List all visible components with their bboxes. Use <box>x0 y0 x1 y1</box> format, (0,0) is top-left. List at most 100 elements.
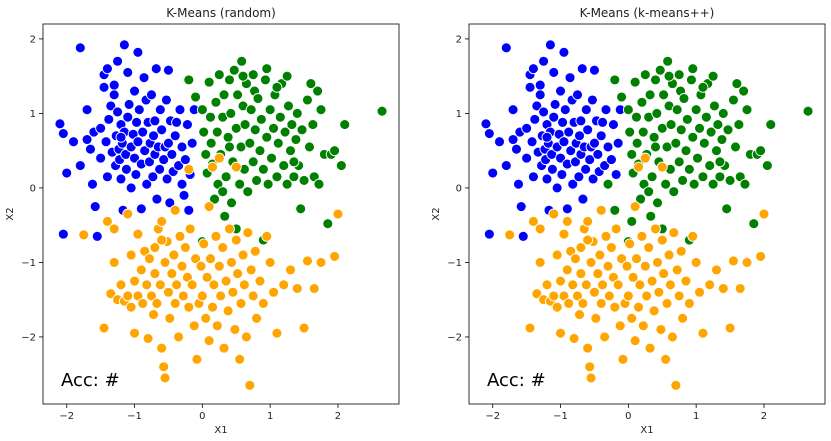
data-point <box>494 136 505 148</box>
x-tick-label: 2 <box>335 411 341 422</box>
data-point <box>205 111 216 123</box>
data-point <box>529 113 541 125</box>
data-point <box>224 74 235 86</box>
chart-title: K-Means (k-means++) <box>580 6 715 20</box>
chart-title: K-Means (random) <box>166 6 276 20</box>
data-point <box>190 91 202 103</box>
data-point <box>181 119 193 131</box>
data-point <box>227 286 239 298</box>
data-point <box>376 105 388 117</box>
data-point <box>122 66 134 78</box>
data-point <box>135 203 147 215</box>
data-point <box>631 253 642 265</box>
data-point <box>57 228 69 240</box>
data-point <box>57 128 69 139</box>
data-point <box>585 256 597 268</box>
data-point <box>758 208 770 220</box>
data-point <box>548 208 560 220</box>
series-1 <box>480 39 626 242</box>
data-point <box>164 312 176 324</box>
data-point <box>671 104 683 116</box>
data-point <box>650 74 661 86</box>
data-point <box>575 115 587 127</box>
data-point <box>164 197 176 209</box>
data-point <box>95 152 107 164</box>
data-point <box>595 297 607 309</box>
data-point <box>575 268 587 280</box>
data-point <box>291 107 303 119</box>
data-point <box>147 171 159 183</box>
data-point <box>722 124 734 136</box>
y-tick-label: 2 <box>30 34 36 45</box>
data-point <box>602 260 614 272</box>
data-point <box>670 137 682 149</box>
data-point <box>154 104 166 116</box>
data-point <box>156 342 168 354</box>
data-point <box>739 178 751 190</box>
plot-frame <box>42 23 400 405</box>
data-point <box>639 152 651 164</box>
data-point <box>755 251 767 262</box>
data-point <box>139 145 151 157</box>
data-point <box>609 74 621 86</box>
data-point <box>247 69 259 81</box>
data-point <box>315 104 327 116</box>
data-point <box>524 322 536 334</box>
data-point <box>200 148 212 160</box>
data-point <box>236 55 248 67</box>
accuracy-annotation: Acc: # <box>61 370 120 391</box>
data-point <box>183 204 195 216</box>
x-tick-label: −1 <box>553 411 568 422</box>
data-point <box>220 275 232 287</box>
data-point <box>555 275 566 287</box>
data-point <box>673 69 685 81</box>
data-point <box>561 264 573 276</box>
data-point <box>728 255 739 267</box>
data-point <box>594 249 606 261</box>
data-point <box>125 301 137 313</box>
data-point <box>559 104 571 116</box>
data-point <box>81 134 93 145</box>
data-point <box>176 178 188 190</box>
data-point <box>644 89 656 101</box>
data-point <box>268 286 279 298</box>
data-point <box>228 64 240 76</box>
data-point <box>203 335 215 347</box>
data-point <box>278 160 290 172</box>
data-point <box>680 275 692 287</box>
data-point <box>132 136 144 148</box>
data-point <box>721 203 733 215</box>
data-point <box>534 223 546 235</box>
data-point <box>531 100 543 112</box>
data-point <box>694 286 705 298</box>
data-point <box>108 256 120 268</box>
data-point <box>483 228 495 240</box>
data-point <box>188 320 200 332</box>
data-point <box>224 141 235 153</box>
data-point <box>661 297 673 309</box>
data-point <box>162 64 174 76</box>
data-point <box>285 264 296 276</box>
data-point <box>551 301 563 313</box>
data-point <box>602 178 614 190</box>
data-point <box>587 173 599 185</box>
data-point <box>589 286 600 298</box>
data-point <box>675 245 687 257</box>
data-point <box>521 122 533 134</box>
data-point <box>584 154 596 166</box>
data-point <box>115 131 127 143</box>
data-point <box>622 104 634 116</box>
data-point <box>213 260 225 272</box>
data-point <box>160 94 172 106</box>
data-point <box>653 286 665 298</box>
data-point <box>761 160 773 172</box>
data-point <box>244 137 256 149</box>
data-point <box>607 119 619 131</box>
data-point <box>648 131 660 143</box>
data-point <box>291 283 303 294</box>
data-point <box>563 297 575 309</box>
data-point <box>262 178 274 190</box>
data-point <box>232 268 244 280</box>
data-point <box>261 230 273 242</box>
data-point <box>610 223 622 235</box>
